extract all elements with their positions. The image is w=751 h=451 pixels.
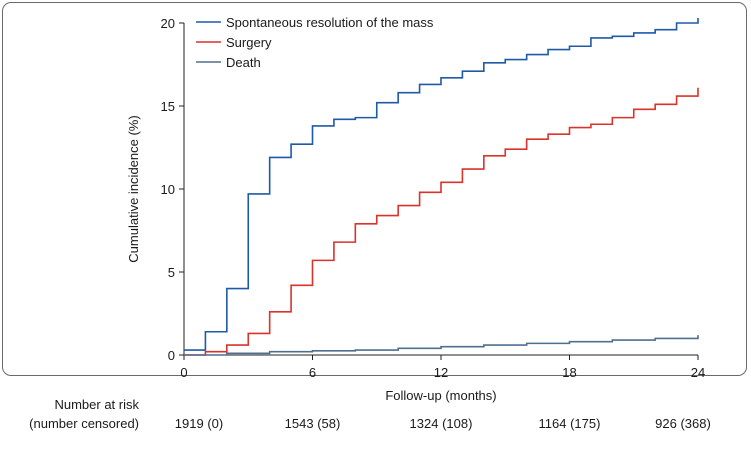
legend-label-1: Spontaneous resolution of the mass bbox=[226, 15, 434, 30]
x-tick-label: 24 bbox=[691, 365, 705, 380]
y-tick-label: 15 bbox=[161, 99, 175, 114]
x-tick-label: 12 bbox=[434, 365, 448, 380]
y-tick-label: 20 bbox=[161, 16, 175, 31]
series-line-2 bbox=[184, 87, 699, 356]
legend-label-2: Surgery bbox=[226, 35, 272, 50]
x-tick-label: 18 bbox=[562, 365, 576, 380]
chart-frame bbox=[2, 2, 747, 376]
x-tick-label: 0 bbox=[180, 365, 187, 380]
series-line-3 bbox=[184, 335, 699, 356]
risk-value-5: 926 (368) bbox=[655, 416, 711, 431]
y-tick-label: 0 bbox=[168, 348, 175, 363]
risk-value-4: 1164 (175) bbox=[538, 416, 601, 431]
y-tick-label: 10 bbox=[161, 182, 175, 197]
y-tick-label: 5 bbox=[168, 265, 175, 280]
x-tick-label: 6 bbox=[309, 365, 316, 380]
risk-value-1: 1919 (0) bbox=[174, 416, 224, 431]
risk-table-sublabel: (number censored) bbox=[29, 416, 139, 431]
legend-label-3: Death bbox=[226, 55, 261, 70]
risk-table-label: Number at risk bbox=[54, 397, 139, 412]
risk-value-2: 1543 (58) bbox=[284, 416, 341, 431]
risk-value-3: 1324 (108) bbox=[409, 416, 473, 431]
series-line-1 bbox=[184, 18, 699, 351]
x-axis-label: Follow-up (months) bbox=[385, 388, 496, 403]
y-axis-label: Cumulative incidence (%) bbox=[126, 115, 141, 262]
